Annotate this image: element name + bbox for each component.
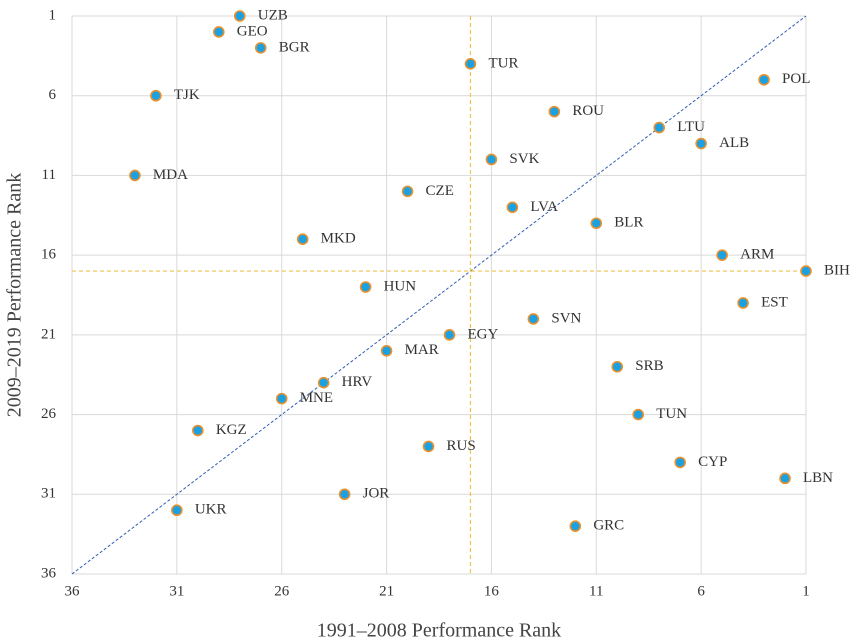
point-label: SVN	[551, 310, 581, 326]
y-tick-label: 11	[42, 167, 56, 183]
x-tick-label: 21	[379, 583, 394, 599]
point	[779, 472, 791, 485]
point-label: SRB	[635, 358, 663, 374]
point	[401, 185, 414, 198]
point-label: TUR	[488, 55, 518, 71]
point-label: ROU	[572, 103, 604, 119]
point-label: HRV	[342, 374, 373, 390]
x-axis-title: 1991–2008 Performance Rank	[317, 620, 561, 642]
point	[213, 26, 225, 38]
point	[254, 42, 267, 54]
point	[800, 265, 812, 277]
point-label: UKR	[195, 502, 227, 518]
point	[192, 424, 204, 437]
point-label: JOR	[363, 486, 390, 502]
point	[380, 344, 393, 357]
point-label: KGZ	[216, 422, 247, 438]
point-label: HUN	[384, 278, 417, 294]
point-label: BIH	[824, 263, 850, 279]
point	[695, 137, 707, 150]
point-label: ALB	[719, 135, 749, 151]
point	[296, 233, 309, 245]
point-label: BGR	[279, 39, 310, 55]
point	[590, 217, 603, 230]
point-label: CZE	[426, 183, 454, 199]
point-label: CYP	[698, 454, 727, 470]
point	[653, 121, 666, 134]
point	[674, 456, 686, 469]
point-label: GRC	[593, 518, 624, 534]
point	[527, 313, 540, 325]
point	[275, 392, 288, 405]
x-tick-label: 6	[697, 583, 705, 599]
point-label: SVK	[509, 151, 539, 167]
point	[506, 201, 519, 214]
point	[443, 329, 456, 341]
point-label: UZB	[258, 7, 288, 23]
point	[569, 520, 582, 532]
x-tick-label: 31	[169, 583, 184, 599]
y-tick-label: 31	[41, 486, 56, 502]
point-label: MDA	[153, 167, 188, 183]
point	[422, 440, 435, 453]
y-axis-title: 2009–2019 Performance Rank	[4, 173, 26, 417]
point-label: MNE	[300, 390, 333, 406]
x-tick-label: 26	[274, 583, 290, 599]
point	[758, 73, 770, 86]
point-label: ARM	[740, 247, 774, 263]
point	[737, 297, 749, 309]
x-tick-label: 36	[65, 583, 81, 599]
y-tick-label: 6	[49, 87, 57, 103]
point-label: RUS	[447, 438, 476, 454]
y-tick-label: 16	[41, 247, 57, 263]
y-tick-label: 21	[41, 326, 56, 342]
point-label: EGY	[467, 326, 498, 342]
point-label: EST	[761, 294, 788, 310]
point-label: GEO	[237, 23, 268, 39]
point	[611, 360, 624, 373]
point	[171, 504, 183, 517]
y-tick-label: 1	[49, 7, 57, 23]
point-label: TJK	[174, 87, 200, 103]
point	[632, 408, 645, 421]
point	[233, 10, 246, 22]
point	[464, 58, 477, 70]
point-label: LBN	[803, 470, 833, 486]
point	[359, 281, 372, 293]
y-tick-label: 26	[41, 406, 57, 422]
point	[716, 249, 728, 261]
point-label: MAR	[405, 342, 439, 358]
x-tick-label: 11	[589, 583, 603, 599]
diagonal-line	[71, 15, 807, 575]
point-label: TUN	[656, 406, 687, 422]
point	[338, 488, 351, 501]
point-label: LTU	[677, 119, 705, 135]
point	[317, 376, 330, 389]
point	[548, 105, 561, 118]
point	[150, 89, 162, 102]
y-tick-label: 36	[41, 565, 57, 581]
point-label: BLR	[614, 215, 643, 231]
point-label: POL	[782, 71, 810, 87]
point-label: MKD	[321, 231, 356, 247]
point	[485, 153, 498, 166]
point	[129, 169, 141, 182]
point-label: LVA	[530, 199, 558, 215]
x-tick-label: 16	[484, 583, 500, 599]
x-tick-label: 1	[802, 583, 810, 599]
